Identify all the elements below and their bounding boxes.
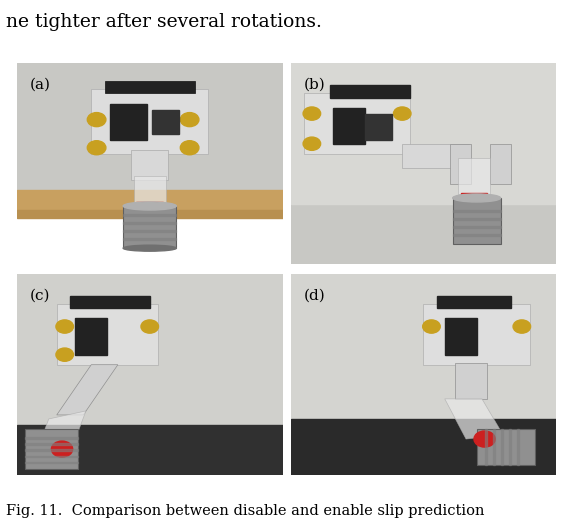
Bar bbox=[402, 144, 469, 168]
Circle shape bbox=[474, 431, 495, 447]
Circle shape bbox=[141, 320, 158, 333]
Bar bbox=[123, 222, 176, 224]
Bar bbox=[123, 230, 176, 232]
Polygon shape bbox=[38, 411, 86, 447]
Bar bbox=[493, 429, 495, 465]
Bar bbox=[91, 89, 208, 154]
Bar bbox=[75, 318, 107, 355]
Bar bbox=[291, 275, 556, 419]
Text: (c): (c) bbox=[30, 288, 51, 303]
Bar bbox=[17, 63, 283, 194]
Text: Fig. 11.  Comparison between disable and enable slip prediction: Fig. 11. Comparison between disable and … bbox=[6, 504, 484, 518]
Bar bbox=[25, 444, 78, 445]
Bar bbox=[17, 190, 283, 214]
Bar bbox=[123, 238, 176, 240]
Polygon shape bbox=[445, 399, 503, 439]
Bar bbox=[291, 63, 556, 204]
Bar bbox=[424, 305, 530, 365]
Bar bbox=[304, 93, 410, 154]
Bar bbox=[453, 234, 501, 236]
Bar bbox=[137, 202, 163, 207]
Bar bbox=[25, 429, 78, 469]
Circle shape bbox=[56, 320, 74, 333]
Bar bbox=[123, 214, 176, 216]
Ellipse shape bbox=[123, 202, 176, 210]
Bar bbox=[17, 275, 283, 425]
Bar bbox=[134, 176, 166, 204]
Circle shape bbox=[56, 348, 74, 361]
Bar bbox=[17, 425, 283, 475]
Bar bbox=[57, 305, 158, 365]
Bar bbox=[509, 429, 511, 465]
Circle shape bbox=[87, 140, 106, 155]
Ellipse shape bbox=[453, 194, 501, 202]
Bar bbox=[25, 456, 78, 457]
Circle shape bbox=[303, 137, 321, 150]
Bar bbox=[453, 210, 501, 212]
Bar bbox=[291, 419, 556, 475]
Circle shape bbox=[423, 320, 440, 333]
Polygon shape bbox=[57, 365, 118, 415]
Bar bbox=[461, 193, 487, 197]
Circle shape bbox=[393, 107, 411, 120]
Bar bbox=[501, 429, 502, 465]
Text: ne tighter after several rotations.: ne tighter after several rotations. bbox=[6, 13, 321, 31]
Bar bbox=[516, 429, 519, 465]
Bar bbox=[450, 144, 472, 184]
Bar bbox=[25, 437, 78, 439]
Bar bbox=[333, 108, 365, 144]
Ellipse shape bbox=[123, 245, 176, 251]
Circle shape bbox=[87, 112, 106, 127]
Bar bbox=[365, 114, 392, 140]
Circle shape bbox=[303, 107, 321, 120]
Bar bbox=[458, 158, 490, 194]
Circle shape bbox=[180, 112, 199, 127]
Bar bbox=[131, 150, 169, 180]
Circle shape bbox=[513, 320, 531, 333]
Bar bbox=[25, 449, 78, 451]
Bar bbox=[437, 296, 511, 308]
Bar bbox=[152, 110, 179, 134]
Bar bbox=[484, 429, 487, 465]
Bar bbox=[453, 218, 501, 220]
Text: (d): (d) bbox=[304, 288, 325, 303]
Bar bbox=[25, 461, 78, 463]
Bar bbox=[477, 429, 535, 465]
Text: (b): (b) bbox=[304, 78, 325, 91]
Bar bbox=[123, 206, 176, 248]
Bar bbox=[17, 210, 283, 218]
Bar bbox=[453, 198, 501, 244]
Bar bbox=[105, 81, 195, 93]
Bar bbox=[455, 363, 487, 399]
Bar bbox=[445, 318, 477, 355]
Text: (a): (a) bbox=[30, 78, 51, 91]
Bar bbox=[70, 296, 149, 308]
Circle shape bbox=[180, 140, 199, 155]
Bar bbox=[490, 144, 511, 184]
Bar bbox=[110, 103, 147, 140]
Bar bbox=[330, 86, 410, 98]
Circle shape bbox=[51, 441, 72, 457]
Bar bbox=[453, 226, 501, 228]
